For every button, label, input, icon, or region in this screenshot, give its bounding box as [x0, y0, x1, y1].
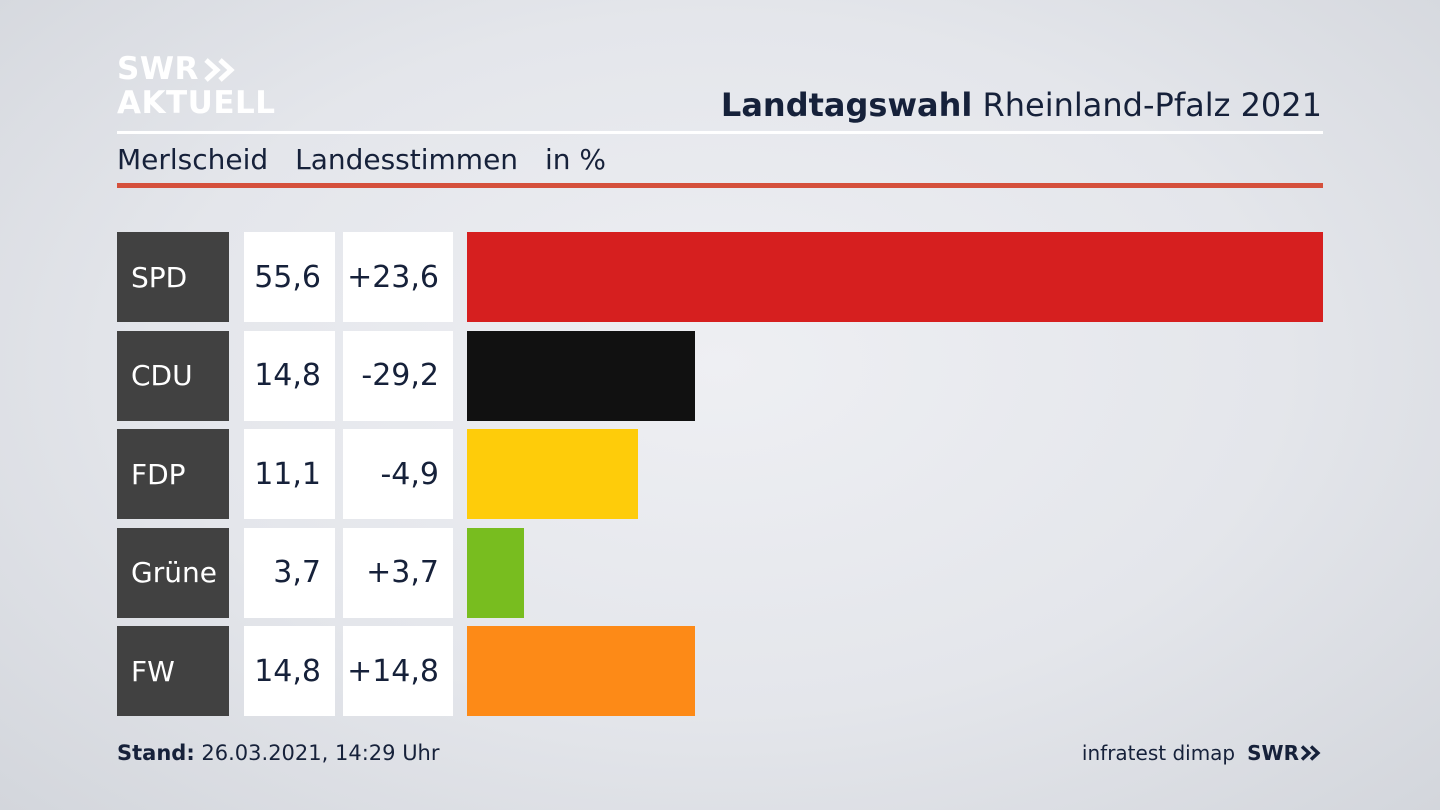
subheader: Merlscheid Landesstimmen in %	[117, 143, 624, 176]
party-label: FW	[117, 626, 229, 716]
value-label: 55,6	[244, 232, 335, 322]
value-label: 14,8	[244, 330, 335, 421]
title-rest: Rheinland-Pfalz 2021	[982, 86, 1322, 124]
party-label: FDP	[117, 429, 229, 519]
logo-swr-text: SWR	[117, 51, 199, 87]
page-title: Landtagswahl Rheinland-Pfalz 2021	[721, 86, 1322, 124]
party-label: Grüne	[117, 527, 229, 618]
bar	[467, 232, 1323, 322]
value-label: 14,8	[244, 626, 335, 716]
double-chevron-right-icon	[203, 57, 237, 82]
change-label: -4,9	[343, 429, 453, 519]
double-chevron-right-icon	[1300, 745, 1322, 761]
party-label: SPD	[117, 232, 229, 322]
vote-type-label: Landesstimmen	[295, 143, 519, 176]
source-name: infratest dimap	[1081, 741, 1236, 765]
party-label: CDU	[117, 330, 229, 421]
change-label: +3,7	[343, 527, 453, 618]
bar	[467, 527, 524, 618]
bar	[467, 330, 695, 421]
change-label: +14,8	[343, 626, 453, 716]
logo-aktuell-text: AKTUELL	[117, 85, 276, 121]
swr-aktuell-logo: SWR AKTUELL	[117, 54, 276, 119]
unit-label: in %	[544, 143, 606, 176]
accent-divider	[117, 183, 1323, 188]
source-credit: infratest dimap SWR	[1082, 741, 1322, 765]
bar	[467, 429, 638, 519]
timestamp: Stand: 26.03.2021, 14:29 Uhr	[117, 741, 440, 765]
stand-value: 26.03.2021, 14:29 Uhr	[201, 741, 440, 765]
location-label: Merlscheid	[117, 143, 269, 176]
value-label: 3,7	[244, 527, 335, 618]
header-divider	[117, 131, 1323, 134]
bar	[467, 626, 695, 716]
title-bold: Landtagswahl	[720, 86, 973, 124]
change-label: +23,6	[343, 232, 453, 322]
footer-swr-logo: SWR	[1247, 741, 1322, 765]
footer-swr-text: SWR	[1247, 741, 1299, 765]
value-label: 11,1	[244, 429, 335, 519]
stand-label: Stand:	[117, 741, 195, 765]
change-label: -29,2	[343, 330, 453, 421]
